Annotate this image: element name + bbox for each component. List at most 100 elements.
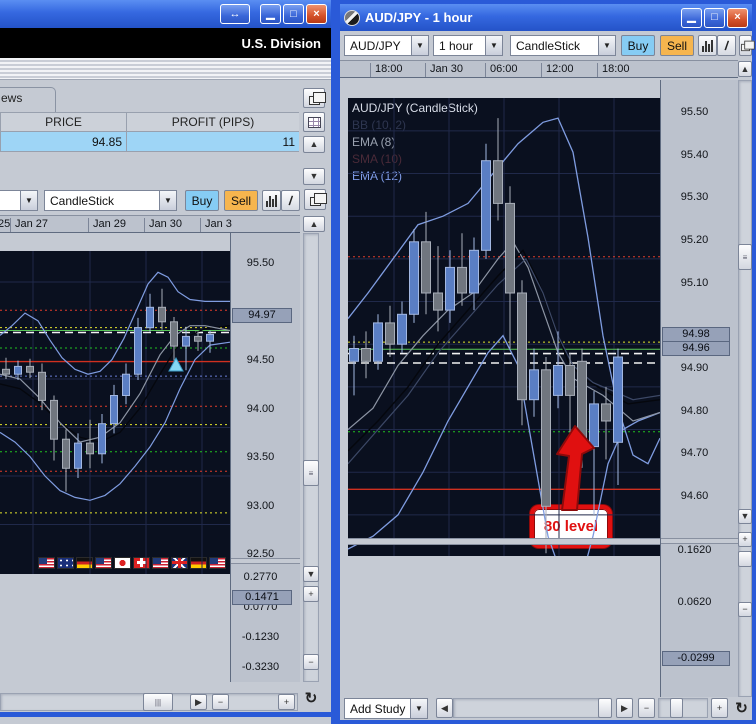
scroll-right-button[interactable]: ▶ — [616, 698, 633, 718]
minimize-button[interactable]: ▁ — [260, 4, 281, 24]
vertical-scrollbar-thumb[interactable]: ≡ — [303, 460, 319, 486]
horizontal-scrollbar-thumb[interactable]: ||| — [143, 693, 173, 711]
scroll-right-button[interactable]: ▶ — [190, 694, 207, 710]
axis-tick: 0.2770 — [243, 571, 278, 583]
close-button[interactable]: × — [727, 7, 748, 28]
time-tick: 18:00 — [370, 63, 403, 77]
symbol-value: AUD/JPY — [350, 38, 401, 53]
window-title: AUD/JPY - 1 hour — [365, 10, 473, 25]
axis-tick: 95.20 — [680, 234, 709, 246]
axis-tick: 95.10 — [680, 277, 709, 289]
row-scroll-up-button[interactable]: ▲ — [303, 136, 325, 153]
flag-icon-au — [57, 556, 74, 569]
symbol-select[interactable]: ▼ — [0, 190, 38, 211]
sell-button[interactable]: Sell — [224, 190, 258, 211]
time-tick: Jan 29 — [88, 218, 126, 232]
draw-line-button[interactable]: / — [717, 35, 736, 56]
chevron-down-icon[interactable]: ▼ — [598, 36, 615, 55]
chart-type-select[interactable]: CandleStick ▼ — [510, 35, 616, 56]
chevron-down-icon[interactable]: ▼ — [159, 191, 176, 210]
draw-line-button[interactable]: / — [281, 190, 300, 211]
period-select[interactable]: 1 hour ▼ — [433, 35, 503, 56]
h-zoom-thumb[interactable] — [670, 698, 683, 718]
time-axis: 25Jan 27 Jan 29 Jan 30 Jan 3 — [0, 215, 300, 233]
dock-toggle-button[interactable]: ↔ — [220, 4, 250, 24]
symbol-select[interactable]: AUD/JPY ▼ — [344, 35, 429, 56]
axis-tick: 95.50 — [680, 106, 709, 118]
h-zoom-in-button[interactable]: + — [711, 698, 728, 718]
flag-icon-us — [95, 556, 112, 569]
v-zoom-thumb[interactable] — [738, 551, 752, 567]
horizontal-scrollbar-thumb[interactable] — [598, 698, 612, 718]
maximize-button[interactable]: □ — [283, 4, 304, 24]
price-chart[interactable] — [0, 251, 230, 574]
scroll-down-button[interactable]: ▼ — [303, 566, 319, 582]
division-banner: U.S. Division — [0, 28, 331, 58]
vertical-scrollbar-thumb[interactable]: ≡ — [738, 244, 752, 270]
price-chart[interactable]: AUD/JPY (CandleStick) BB (10, 2) EMA (8) SM… — [348, 98, 660, 556]
h-zoom-in-button[interactable]: + — [278, 694, 295, 710]
price-axis[interactable]: 95.50 95.40 95.30 95.20 95.10 94.90 94.80 94.70… — [660, 80, 738, 697]
table-view-button[interactable] — [303, 112, 325, 132]
zoom-out-button[interactable]: − — [738, 602, 752, 617]
h-zoom-out-button[interactable]: − — [212, 694, 229, 710]
h-zoom-track[interactable] — [658, 698, 708, 718]
time-tick: 06:00 — [485, 63, 518, 77]
minimize-button[interactable]: ▁ — [681, 7, 702, 28]
detach-chart-button[interactable] — [304, 189, 327, 210]
pencil-icon: / — [287, 192, 294, 209]
buy-button[interactable]: Buy — [185, 190, 219, 211]
chevron-down-icon[interactable]: ▼ — [20, 191, 37, 210]
detach-chart-button[interactable] — [739, 35, 755, 56]
axis-tick: 93.00 — [246, 500, 275, 512]
horizontal-scrollbar[interactable] — [453, 698, 609, 718]
left-main-plot — [0, 251, 230, 574]
flag-icon-us — [152, 556, 169, 569]
vertical-scrollbar[interactable] — [303, 233, 319, 682]
row-scroll-down-button[interactable]: ▼ — [303, 168, 325, 185]
chart-scroll-up-button[interactable]: ▲ — [738, 61, 752, 77]
buy-button[interactable]: Buy — [621, 35, 655, 56]
axis-tick: 95.40 — [680, 149, 709, 161]
chart-scroll-up-button[interactable]: ▲ — [303, 216, 325, 232]
chevron-down-icon[interactable]: ▼ — [485, 36, 502, 55]
bars-icon — [266, 194, 277, 207]
window-copy-icon — [741, 40, 755, 52]
time-tick: 12:00 — [541, 63, 574, 77]
volume-bars-button[interactable] — [262, 190, 281, 211]
tab-news[interactable]: ews — [0, 87, 56, 112]
h-zoom-out-button[interactable]: − — [638, 698, 655, 718]
column-header-price[interactable]: PRICE — [0, 112, 126, 132]
maximize-button[interactable]: □ — [704, 7, 725, 28]
axis-tick: 94.60 — [680, 490, 709, 502]
panel-divider[interactable] — [348, 538, 660, 545]
quote-profit-cell[interactable]: 11 — [126, 132, 299, 152]
refresh-button[interactable]: ↻ — [300, 688, 322, 708]
current-value-box: -0.0299 — [662, 651, 730, 666]
sell-button[interactable]: Sell — [660, 35, 694, 56]
price-axis[interactable]: 95.50 94.50 94.00 93.50 93.00 92.50 0.2770 0.07… — [230, 233, 300, 682]
zoom-in-button[interactable]: + — [303, 586, 319, 602]
time-tick: Jan 30 — [425, 63, 463, 77]
time-tick: Jan 27 — [10, 218, 48, 232]
zoom-in-button[interactable]: + — [738, 532, 752, 547]
scroll-left-button[interactable]: ◀ — [436, 698, 453, 718]
quote-price-cell[interactable]: 94.85 — [0, 132, 126, 152]
left-titlebar[interactable]: ↔ ▁ □ × — [0, 0, 331, 28]
chart-type-select[interactable]: CandleStick ▼ — [44, 190, 177, 211]
close-button[interactable]: × — [306, 4, 327, 24]
chevron-down-icon[interactable]: ▼ — [411, 36, 428, 55]
scroll-down-button[interactable]: ▼ — [738, 509, 752, 524]
division-label: U.S. Division — [241, 35, 321, 51]
volume-bars-button[interactable] — [698, 35, 717, 56]
add-study-select[interactable]: Add Study ▼ — [344, 698, 428, 719]
zoom-out-button[interactable]: − — [303, 654, 319, 670]
legend-item: EMA (12) — [352, 169, 403, 183]
current-value-box: 94.96 — [662, 341, 730, 356]
right-titlebar[interactable]: AUD/JPY - 1 hour ▁ □ × — [340, 4, 752, 31]
column-header-profit[interactable]: PROFIT (PIPS) — [126, 112, 299, 132]
chevron-down-icon[interactable]: ▼ — [410, 699, 427, 718]
refresh-button[interactable]: ↻ — [731, 698, 752, 718]
axis-tick: -0.3230 — [241, 661, 280, 673]
float-window-button[interactable] — [303, 88, 326, 108]
